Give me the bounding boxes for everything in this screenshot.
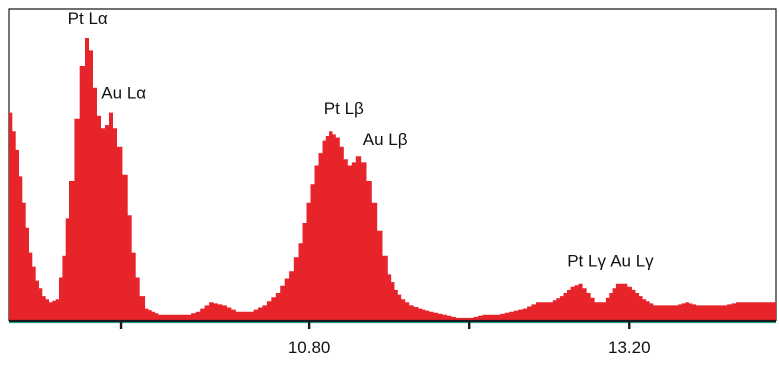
x-tick-label-1: 10.80 <box>288 338 331 357</box>
peak-label-4: Pt Lγ <box>567 251 606 270</box>
x-tick-label-3: 13.20 <box>608 338 651 357</box>
peak-label-5: Au Lγ <box>610 251 654 270</box>
peak-label-1: Au Lα <box>101 83 146 102</box>
peak-label-0: Pt Lα <box>68 9 108 28</box>
peak-label-3: Au Lβ <box>363 130 408 149</box>
peak-label-2: Pt Lβ <box>324 99 364 118</box>
spectrum-series-0 <box>9 38 776 321</box>
